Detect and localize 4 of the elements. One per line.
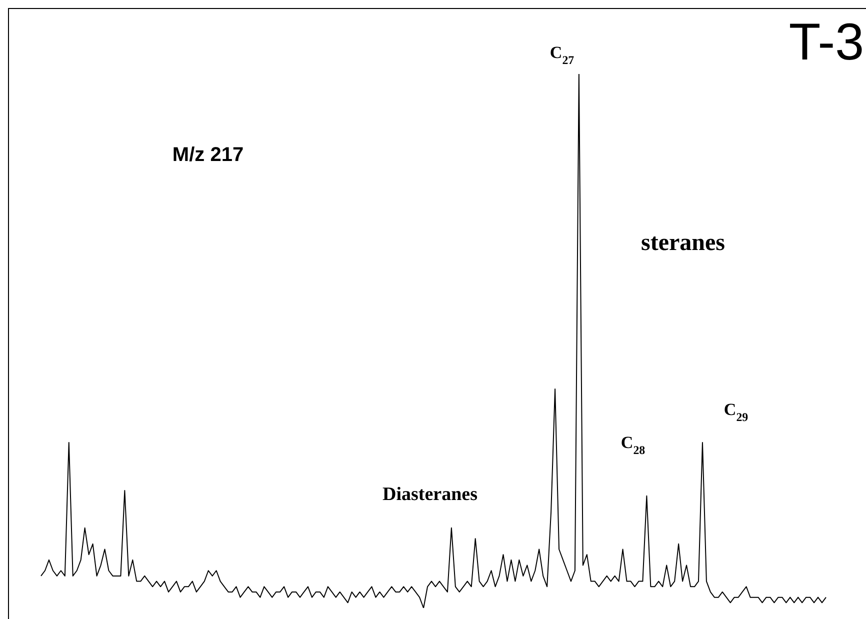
chart-title: T-3 <box>788 13 864 72</box>
annotation: Diasteranes <box>382 484 478 505</box>
annotation: M/z 217 <box>172 144 244 166</box>
annotation: steranes <box>641 230 725 256</box>
